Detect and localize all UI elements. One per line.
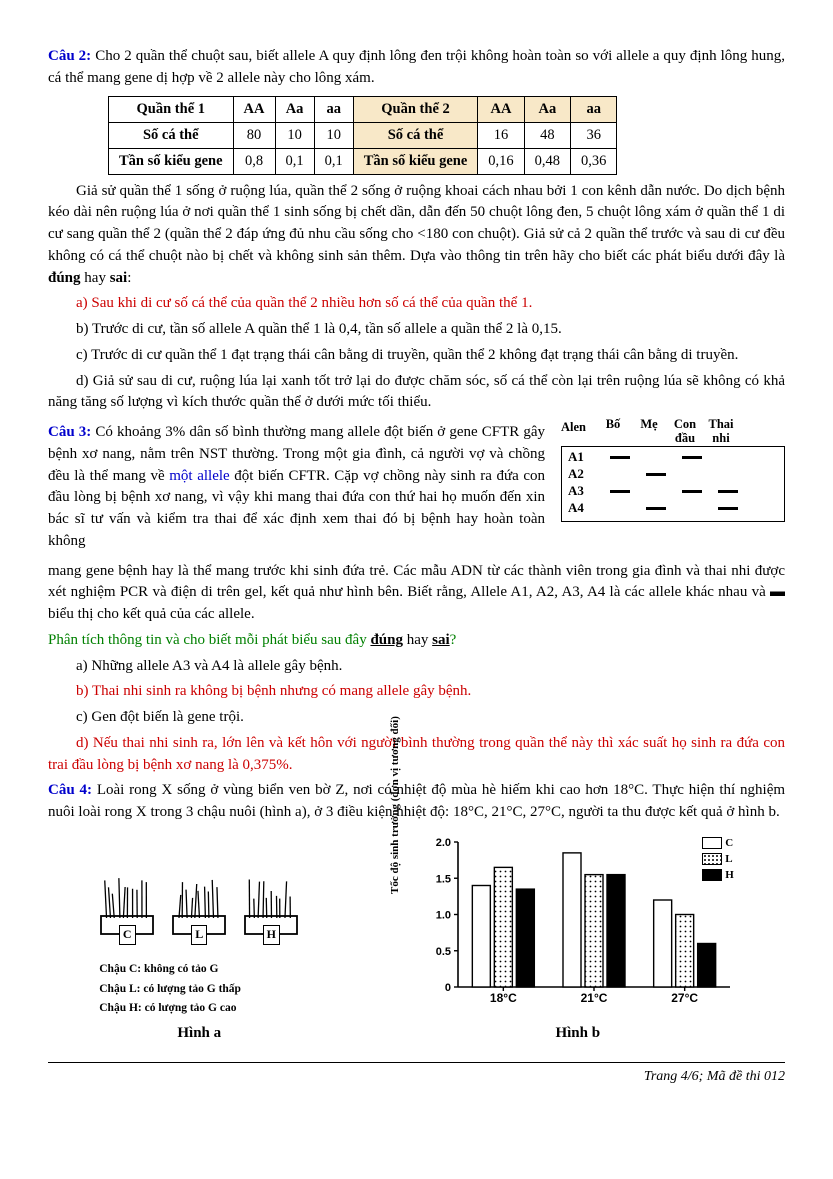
svg-text:1.5: 1.5 <box>435 873 450 885</box>
gel-figure: Alen Bố Mẹ Con đầu Thai nhi A1A2A3A4 <box>561 418 785 522</box>
tbl-c3b: aa <box>571 96 617 122</box>
q2-para: Giả sử quần thể 1 sống ở ruộng lúa, quần… <box>48 181 785 290</box>
svg-text:0.5: 0.5 <box>435 946 450 958</box>
svg-text:0: 0 <box>445 982 451 994</box>
figure-row: CLH Chậu C: không có tảo G Chậu L: có lư… <box>48 834 785 1045</box>
figure-b: Tốc độ sinh trưởng (đơn vị tương đối) C … <box>418 834 738 1045</box>
q2-b: b) Trước di cư, tần số allele A quần thể… <box>48 319 785 341</box>
tbl-c1b: AA <box>478 96 524 122</box>
figure-a: CLH Chậu C: không có tảo G Chậu L: có lư… <box>95 874 303 1044</box>
tbl-c1: AA <box>233 96 275 122</box>
q2-c: c) Trước di cư quần thể 1 đạt trạng thái… <box>48 345 785 367</box>
chart-legend: C L H <box>702 836 734 884</box>
q4-intro: Câu 4: Loài rong X sống ở vùng biển ven … <box>48 780 785 824</box>
tbl-h1: Quần thể 1 <box>109 96 234 122</box>
q3-blue-span: một allele <box>169 468 229 484</box>
q3-block: Câu 3: Có khoảng 3% dân số bình thường m… <box>48 418 785 557</box>
q4-label: Câu 4: <box>48 782 92 798</box>
q3-b: b) Thai nhi sinh ra không bị bệnh nhưng … <box>48 681 785 703</box>
q2-intro: Câu 2: Cho 2 quần thể chuột sau, biết al… <box>48 46 785 90</box>
q2-table: Quần thể 1 AA Aa aa Quần thể 2 AA Aa aa … <box>108 96 617 175</box>
q2-a: a) Sau khi di cư số cá thể của quần thể … <box>48 293 785 315</box>
q3-prompt: Phân tích thông tin và cho biết mỗi phát… <box>48 630 785 652</box>
q3-label: Câu 3: <box>48 424 91 440</box>
q3-d: d) Nếu thai nhi sinh ra, lớn lên và kết … <box>48 733 785 777</box>
fig-a-caption: Hình a <box>95 1023 303 1045</box>
page-footer: Trang 4/6; Mã đề thi 012 <box>48 1062 785 1087</box>
q2-label: Câu 2: <box>48 48 91 64</box>
q3-p1: Câu 3: Có khoảng 3% dân số bình thường m… <box>48 422 545 553</box>
svg-text:18°C: 18°C <box>490 991 517 1005</box>
tbl-c2b: Aa <box>524 96 570 122</box>
fig-b-caption: Hình b <box>418 1023 738 1045</box>
svg-text:27°C: 27°C <box>671 991 698 1005</box>
q2-d: d) Giả sử sau di cư, ruộng lúa lại xanh … <box>48 371 785 415</box>
tbl-h2: Quần thể 2 <box>353 96 478 122</box>
q2-intro-text: Cho 2 quần thể chuột sau, biết allele A … <box>48 48 785 86</box>
tbl-row-2: Tần số kiểu gene 0,8 0,1 0,1 Tần số kiểu… <box>109 148 617 174</box>
svg-text:2.0: 2.0 <box>435 837 450 849</box>
svg-text:21°C: 21°C <box>580 991 607 1005</box>
tbl-row-1: Số cá thể 80 10 10 Số cá thể 16 48 36 <box>109 122 617 148</box>
q3-c: c) Gen đột biến là gene trội. <box>48 707 785 729</box>
bar-chart: 0 0.5 1.0 1.5 2.0 18°C 21°C 27°C <box>418 834 738 1009</box>
tbl-c3: aa <box>314 96 353 122</box>
q3-p2: mang gene bệnh hay là thể mang trước khi… <box>48 561 785 626</box>
q3-a: a) Những allele A3 và A4 là allele gây b… <box>48 656 785 678</box>
chart-ylabel: Tốc độ sinh trưởng (đơn vị tương đối) <box>388 716 404 894</box>
tbl-c2: Aa <box>275 96 314 122</box>
svg-text:1.0: 1.0 <box>435 909 450 921</box>
